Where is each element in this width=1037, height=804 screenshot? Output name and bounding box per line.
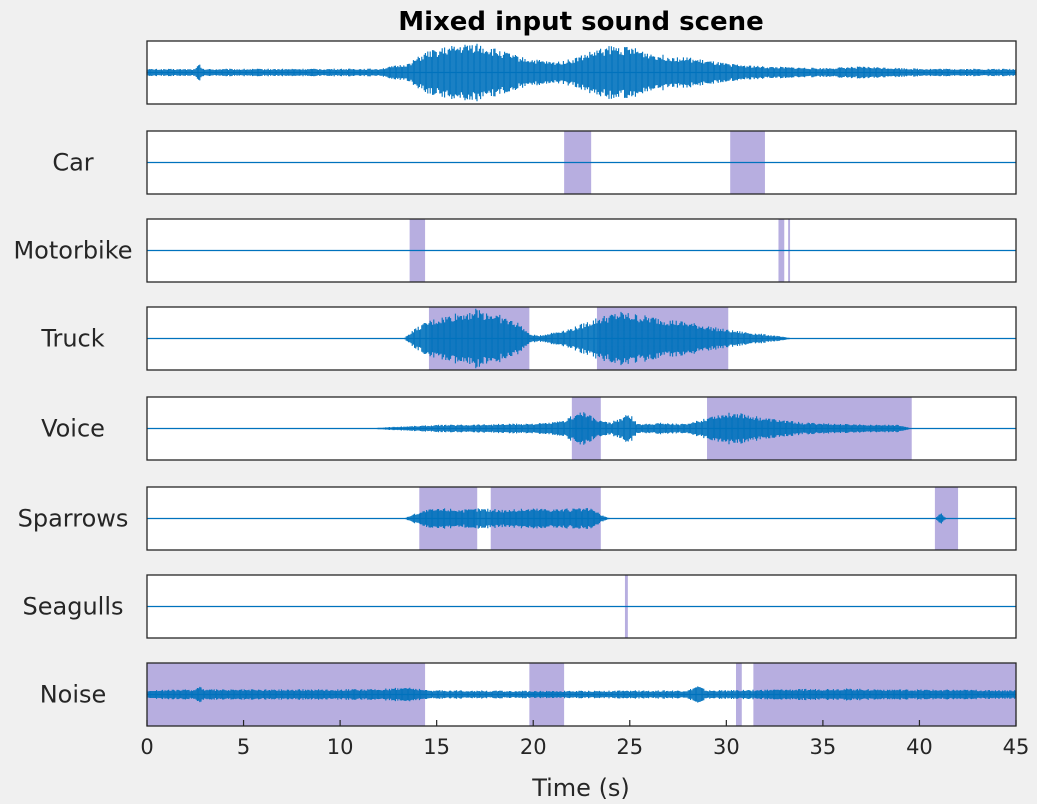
subplot-motorbike: Motorbike bbox=[13, 218, 1017, 283]
subplot-seagulls: Seagulls bbox=[23, 574, 1017, 639]
x-tick-label: 30 bbox=[713, 735, 740, 759]
row-label-truck: Truck bbox=[40, 325, 104, 353]
row-label-car: Car bbox=[52, 149, 93, 177]
row-label-noise: Noise bbox=[40, 681, 107, 709]
waveform bbox=[404, 308, 794, 369]
x-tick-label: 45 bbox=[1003, 735, 1030, 759]
subplot-frame bbox=[146, 486, 1017, 551]
subplot-voice: Voice bbox=[41, 396, 1017, 461]
x-tick-label: 25 bbox=[616, 735, 643, 759]
x-tick-label: 20 bbox=[520, 735, 547, 759]
x-tick-label: 10 bbox=[327, 735, 354, 759]
subplot-car: Car bbox=[52, 130, 1017, 195]
waveform bbox=[369, 412, 912, 445]
x-tick-label: 0 bbox=[140, 735, 153, 759]
row-label-seagulls: Seagulls bbox=[23, 593, 124, 621]
subplot-frame bbox=[146, 40, 1017, 105]
chart-title: Mixed input sound scene bbox=[398, 7, 764, 37]
x-tick-label: 5 bbox=[237, 735, 250, 759]
subplot-frame bbox=[146, 130, 1017, 195]
subplot-noise: Noise bbox=[40, 662, 1017, 727]
subplots: Car Motorbike Truck Voice Sparrows Seagulls No… bbox=[13, 40, 1017, 727]
x-axis: 0 5 10 15 20 25 30 35 40 45 bbox=[140, 720, 1029, 759]
x-axis-label: Time (s) bbox=[531, 774, 630, 800]
subplot-truck: Truck bbox=[40, 306, 1017, 371]
row-label-motorbike: Motorbike bbox=[13, 237, 132, 265]
subplot-frame bbox=[146, 662, 1017, 727]
subplot-frame bbox=[146, 396, 1017, 461]
subplot-mixture bbox=[146, 40, 1017, 105]
subplot-frame bbox=[146, 306, 1017, 371]
waveform bbox=[404, 508, 947, 529]
row-label-sparrows: Sparrows bbox=[18, 505, 129, 533]
row-label-voice: Voice bbox=[41, 415, 105, 443]
x-tick-label: 35 bbox=[810, 735, 837, 759]
subplot-frame bbox=[146, 218, 1017, 283]
x-tick-label: 40 bbox=[906, 735, 933, 759]
subplot-sparrows: Sparrows bbox=[18, 486, 1017, 551]
x-tick-label: 15 bbox=[423, 735, 450, 759]
subplot-frame bbox=[146, 574, 1017, 639]
